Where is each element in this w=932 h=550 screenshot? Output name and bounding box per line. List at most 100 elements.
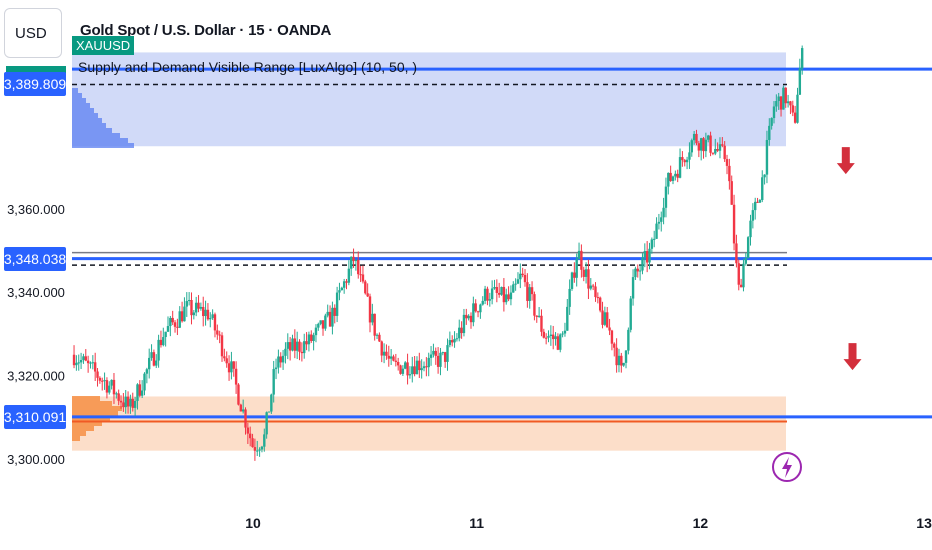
candle-body: [749, 220, 752, 238]
candle-body: [136, 384, 139, 401]
candle-body: [746, 237, 750, 259]
candle-body: [634, 268, 637, 278]
candle-body: [594, 286, 597, 298]
candle-body: [249, 433, 252, 439]
candle-body: [91, 362, 95, 364]
ticker-badge[interactable]: XAUUSD: [72, 36, 135, 55]
candle-body: [232, 361, 235, 369]
candle-body: [246, 427, 250, 434]
candle-body: [462, 314, 466, 334]
candle-body: [561, 333, 564, 335]
candle-body: [371, 313, 374, 323]
candle-body: [655, 223, 658, 239]
alert-icon[interactable]: [772, 452, 802, 482]
candle-body: [380, 341, 383, 356]
candle-body: [653, 238, 656, 240]
candle-body: [150, 352, 153, 358]
candle-body: [570, 272, 574, 289]
supply-profile-bar: [72, 108, 94, 113]
candle-body: [373, 313, 376, 336]
candle-body: [418, 360, 421, 371]
indicator-legend[interactable]: Supply and Demand Visible Range [LuxAlgo…: [78, 59, 418, 75]
candle-body: [300, 351, 304, 354]
candle-body: [317, 323, 320, 328]
candle-body: [789, 101, 792, 106]
candle-body: [638, 270, 642, 272]
candle-body: [385, 351, 388, 356]
candle-body: [399, 365, 402, 374]
supply-profile-bar: [72, 123, 106, 128]
candle-body: [439, 352, 442, 367]
candle-body: [347, 268, 351, 283]
candle-body: [573, 272, 576, 278]
candle-body: [601, 310, 604, 325]
candle-body: [714, 148, 717, 154]
levels-layer: [72, 67, 932, 423]
candle-body: [542, 331, 546, 338]
supply-profile-bar: [72, 93, 82, 98]
candle-body: [272, 369, 275, 395]
supply-profile-bar: [72, 143, 134, 148]
time-axis[interactable]: 10 11 12 13: [245, 515, 932, 531]
candle-body: [636, 268, 639, 272]
candle-body: [754, 201, 757, 211]
candle-body: [479, 304, 482, 313]
down-arrow-icon: [843, 343, 862, 371]
demand-profile-bar: [72, 421, 102, 426]
candle-body: [126, 396, 130, 407]
candle-body: [178, 311, 181, 328]
candle-body: [326, 311, 329, 316]
candle-body: [281, 355, 285, 363]
price-badge-supply: 3,389.809: [4, 72, 66, 97]
candle-body: [704, 139, 708, 152]
candle-body: [678, 157, 682, 178]
candle-body: [145, 369, 149, 374]
candle-body: [427, 357, 430, 368]
candle-body: [467, 315, 470, 319]
demand-profile-bar: [72, 426, 94, 431]
candle-body: [596, 297, 600, 299]
time-tick-label: 11: [469, 515, 484, 531]
candle-body: [352, 256, 355, 262]
candle-body: [117, 393, 120, 401]
candle-body: [387, 355, 390, 359]
candle-body: [340, 287, 344, 291]
candle-body: [305, 341, 308, 345]
candle-body: [453, 338, 456, 343]
candle-body: [148, 357, 151, 370]
candle-body: [603, 312, 607, 325]
candle-body: [707, 135, 710, 140]
candle-body: [718, 144, 722, 151]
candle-body: [544, 337, 548, 339]
candle-body: [225, 358, 228, 364]
candle-body: [641, 257, 644, 271]
price-tick-label: 3,300.000: [7, 452, 65, 467]
candle-body: [535, 315, 538, 317]
candle-body: [721, 144, 724, 146]
candle-body: [394, 360, 398, 362]
candle-body: [566, 306, 569, 331]
currency-selector[interactable]: USD: [4, 8, 62, 58]
candle-body: [169, 317, 172, 327]
candle-body: [171, 317, 174, 323]
candle-body: [768, 125, 771, 140]
candle-body: [648, 248, 651, 263]
candle-body: [192, 312, 196, 316]
candle-body: [429, 354, 433, 358]
candle-body: [631, 277, 635, 299]
candle-body: [324, 315, 327, 329]
candle-body: [237, 384, 240, 405]
candle-body: [589, 285, 592, 289]
candle-body: [328, 311, 332, 327]
candle-body: [286, 342, 289, 349]
candle-body: [432, 350, 435, 355]
candle-body: [460, 327, 463, 334]
candle-body: [251, 438, 254, 448]
candle-body: [587, 269, 590, 289]
price-axis[interactable]: 3,360.000 3,340.000 3,320.000 3,300.000: [7, 202, 65, 467]
candle-body: [152, 352, 156, 366]
candle-body: [643, 251, 647, 258]
candle-body: [295, 341, 299, 351]
candle-body: [519, 273, 522, 280]
